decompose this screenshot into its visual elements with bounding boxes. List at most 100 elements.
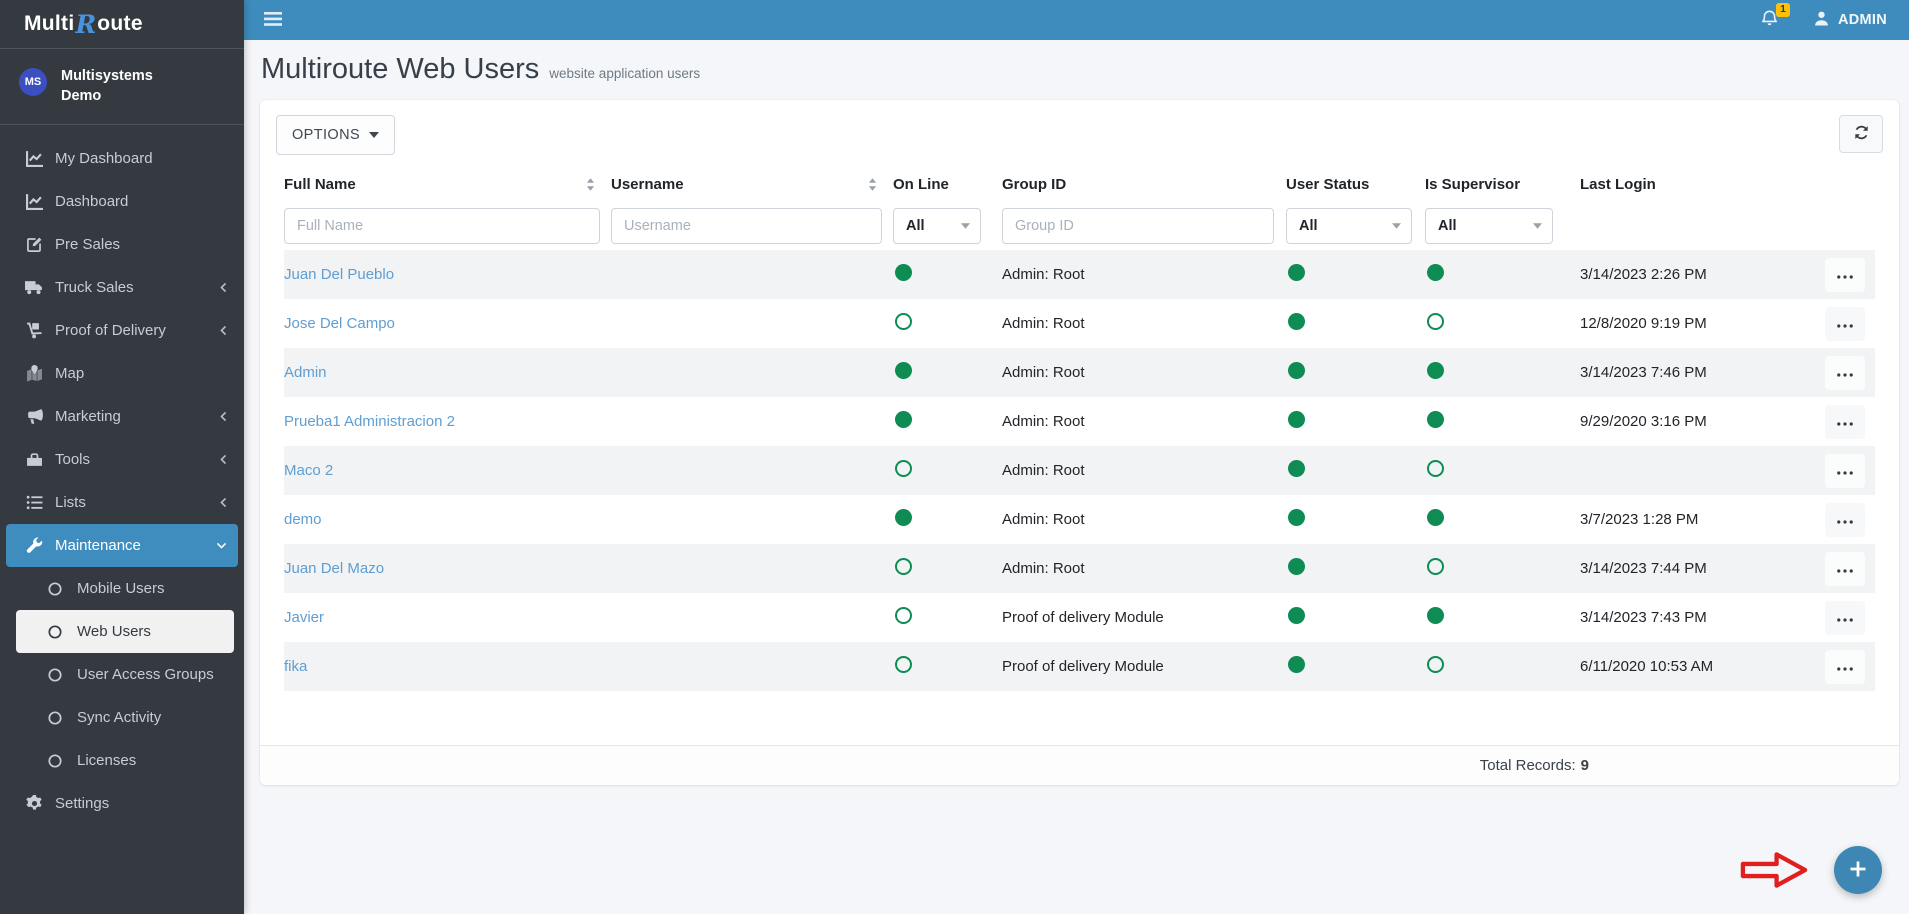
caret-down-icon (369, 132, 380, 138)
last-login-cell: 3/14/2023 7:43 PM (1580, 609, 1707, 626)
row-actions-button[interactable] (1825, 502, 1865, 537)
plus-icon (1848, 859, 1868, 882)
notifications-button[interactable]: 1 (1760, 3, 1790, 31)
table-body: Juan Del Pueblo Admin: Root 3/14/2023 2:… (284, 250, 1875, 691)
supervisor-status-icon (1427, 656, 1444, 673)
notification-badge: 1 (1776, 3, 1790, 18)
group-id-cell: Proof of delivery Module (1002, 658, 1164, 675)
user-name-link[interactable]: Maco 2 (284, 462, 334, 479)
admin-user-menu[interactable]: ADMIN (1813, 10, 1887, 30)
sidebar-item-sync-activity[interactable]: Sync Activity (0, 696, 244, 739)
supervisor-status-icon (1427, 313, 1444, 330)
topbar: 1 ADMIN (244, 0, 1909, 40)
sidebar-item-tools[interactable]: Tools (0, 438, 244, 481)
group-id-cell: Admin: Root (1002, 462, 1085, 479)
user-status-icon (1288, 411, 1305, 428)
admin-label: ADMIN (1837, 12, 1887, 28)
row-actions-button[interactable] (1825, 600, 1865, 635)
circle-icon (44, 753, 65, 769)
user-name-link[interactable]: fika (284, 658, 308, 675)
user-name-link[interactable]: Prueba1 Administracion 2 (284, 413, 455, 430)
is-supervisor-filter-select[interactable]: All (1425, 208, 1553, 244)
user-name-link[interactable]: Jose Del Campo (284, 315, 395, 332)
caret-down-icon (1392, 223, 1401, 229)
sidebar-item-truck-sales[interactable]: Truck Sales (0, 266, 244, 309)
user-name-link[interactable]: demo (284, 511, 322, 528)
last-login-cell: 3/14/2023 2:26 PM (1580, 266, 1707, 283)
sidebar-item-settings[interactable]: Settings (0, 782, 244, 825)
row-actions-button[interactable] (1825, 649, 1865, 684)
ellipsis-icon (1837, 365, 1853, 380)
column-header-username[interactable]: Username (611, 176, 893, 193)
sidebar-item-mobile-users[interactable]: Mobile Users (0, 567, 244, 610)
truck-icon (24, 280, 45, 295)
sidebar-item-proof-of-delivery[interactable]: Proof of Delivery (0, 309, 244, 352)
group-id-cell: Admin: Root (1002, 560, 1085, 577)
sidebar-item-user-access-groups[interactable]: User Access Groups (0, 653, 244, 696)
online-status-icon (895, 656, 912, 673)
sidebar-item-web-users[interactable]: Web Users (16, 610, 234, 653)
table-row: fika Proof of delivery Module 6/11/2020 … (284, 642, 1875, 691)
online-status-icon (895, 313, 912, 330)
ellipsis-icon (1837, 267, 1853, 282)
sidebar-item-my-dashboard[interactable]: My Dashboard (0, 137, 244, 180)
sidebar-item-marketing[interactable]: Marketing (0, 395, 244, 438)
column-header-group-id: Group ID (1002, 175, 1067, 193)
user-status-filter-select[interactable]: All (1286, 208, 1412, 244)
user-panel: MS Multisystems Demo (0, 49, 244, 125)
supervisor-status-icon (1427, 362, 1444, 379)
chevron-left-icon (217, 324, 230, 337)
full-name-filter-input[interactable] (284, 208, 600, 244)
sidebar-item-maintenance[interactable]: Maintenance (6, 524, 238, 567)
sidebar-item-pre-sales[interactable]: Pre Sales (0, 223, 244, 266)
chevron-down-icon (215, 539, 228, 552)
menu-toggle-button[interactable] (264, 11, 282, 29)
online-filter-select[interactable]: All (893, 208, 981, 244)
sidebar-item-map[interactable]: Map (0, 352, 244, 395)
brand-logo-oute: oute (97, 12, 143, 35)
total-records-label: Total Records: (1479, 757, 1576, 774)
row-actions-button[interactable] (1825, 355, 1865, 390)
table-row: Prueba1 Administracion 2 Admin: Root 9/2… (284, 397, 1875, 446)
circle-icon (44, 710, 65, 726)
sidebar-item-licenses[interactable]: Licenses (0, 739, 244, 782)
group-id-filter-input[interactable] (1002, 208, 1274, 244)
row-actions-button[interactable] (1825, 306, 1865, 341)
page-subtitle: website application users (549, 66, 701, 81)
user-name-link[interactable]: Juan Del Pueblo (284, 266, 395, 283)
row-actions-button[interactable] (1825, 453, 1865, 488)
add-user-button[interactable] (1834, 846, 1882, 894)
table-row: Jose Del Campo Admin: Root 12/8/2020 9:1… (284, 299, 1875, 348)
sidebar-item-lists[interactable]: Lists (0, 481, 244, 524)
group-id-cell: Admin: Root (1002, 413, 1085, 430)
sidebar-item-dashboard[interactable]: Dashboard (0, 180, 244, 223)
group-id-cell: Admin: Root (1002, 511, 1085, 528)
row-actions-button[interactable] (1825, 404, 1865, 439)
sidebar-nav: My Dashboard Dashboard Pre Sales Truck S… (0, 125, 244, 825)
user-name-link[interactable]: Javier (284, 609, 325, 626)
row-actions-button[interactable] (1825, 257, 1865, 292)
column-header-last-login: Last Login (1580, 175, 1656, 193)
user-status-icon (1288, 313, 1305, 330)
topbar-right: 1 ADMIN (1760, 3, 1887, 31)
sort-icon (586, 177, 595, 191)
card-toolbar: OPTIONS (260, 100, 1899, 166)
refresh-button[interactable] (1839, 115, 1883, 153)
chevron-left-icon (217, 496, 230, 509)
row-actions-button[interactable] (1825, 551, 1865, 586)
user-name-link[interactable]: Admin (284, 364, 327, 381)
user-name-link[interactable]: Juan Del Mazo (284, 560, 385, 577)
username-filter-input[interactable] (611, 208, 882, 244)
online-status-icon (895, 558, 912, 575)
online-status-icon (895, 264, 912, 281)
circle-icon (44, 667, 65, 683)
last-login-cell: 3/14/2023 7:46 PM (1580, 364, 1707, 381)
main-area: 1 ADMIN Multiroute Web Users website app… (244, 0, 1909, 914)
last-login-cell: 9/29/2020 3:16 PM (1580, 413, 1707, 430)
chevron-left-icon (217, 410, 230, 423)
options-button[interactable]: OPTIONS (276, 115, 396, 155)
caret-down-icon (1533, 223, 1542, 229)
column-header-full-name[interactable]: Full Name (284, 176, 611, 193)
bell-icon (1760, 9, 1779, 31)
